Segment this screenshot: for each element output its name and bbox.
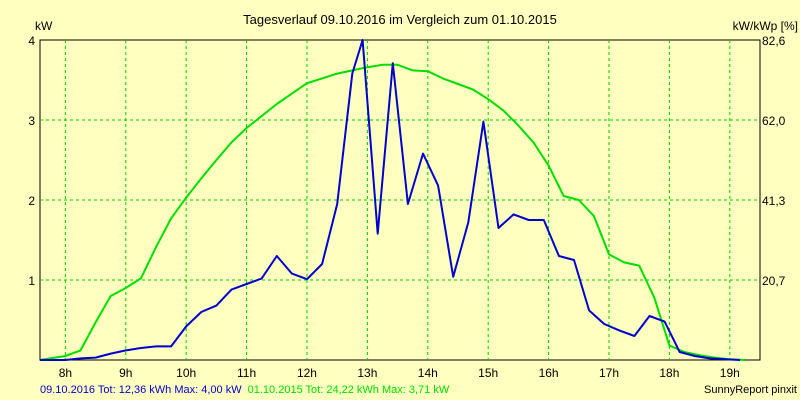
series-line-1: [40, 39, 741, 361]
y-axis-label-right: kW/kWp [%]: [733, 19, 798, 33]
chart-title: Tagesverlauf 09.10.2016 im Vergleich zum…: [243, 12, 557, 27]
x-tick-label-0: 8h: [59, 366, 72, 380]
y-tick-label-3: 3: [28, 114, 35, 128]
y2-tick-label-0: 20,7: [762, 274, 786, 288]
y-tick-label-4: 4: [28, 34, 35, 48]
footer-series-2-summary: 01.10.2015 Tot: 24,22 kWh Max: 3,71 kW: [248, 384, 450, 396]
x-tick-label-1: 9h: [119, 366, 132, 380]
footer-series-1-summary: 09.10.2016 Tot: 12,36 kWh Max: 4,00 kW: [40, 384, 242, 396]
x-tick-label-7: 15h: [478, 366, 498, 380]
x-tick-label-9: 17h: [599, 366, 619, 380]
y2-tick-label-1: 41,3: [762, 194, 786, 208]
x-tick-label-10: 18h: [659, 366, 679, 380]
x-tick-label-6: 14h: [418, 366, 438, 380]
x-tick-label-3: 11h: [237, 366, 256, 380]
x-tick-labels: 8h 9h 10h 11h 12h 13h 14h 15h 16h 17h 18h 19h: [59, 366, 740, 380]
y-tick-labels-right: 20,7 41,3 62,0 82,6: [762, 34, 786, 288]
y2-tick-label-2: 62,0: [762, 114, 786, 128]
footer-credit: SunnyReport pinxit: [704, 384, 797, 396]
y-axis-label-left: kW: [35, 19, 53, 33]
series-line-2: [39, 63, 745, 361]
grid: [40, 40, 760, 360]
y2-tick-label-3: 82,6: [762, 34, 786, 48]
series-lines: [39, 39, 745, 361]
y-tick-label-2: 2: [28, 194, 35, 208]
footer-summary: 09.10.2016 Tot: 12,36 kWh Max: 4,00 kW 0…: [40, 384, 450, 396]
x-tick-label-5: 13h: [357, 366, 377, 380]
y-tick-label-1: 1: [28, 274, 35, 288]
x-tick-label-11: 19h: [720, 366, 740, 380]
x-tick-label-4: 12h: [297, 366, 317, 380]
x-tick-label-8: 16h: [539, 366, 559, 380]
y-tick-labels-left: 1 2 3 4: [28, 34, 35, 288]
x-tick-label-2: 10h: [176, 366, 196, 380]
